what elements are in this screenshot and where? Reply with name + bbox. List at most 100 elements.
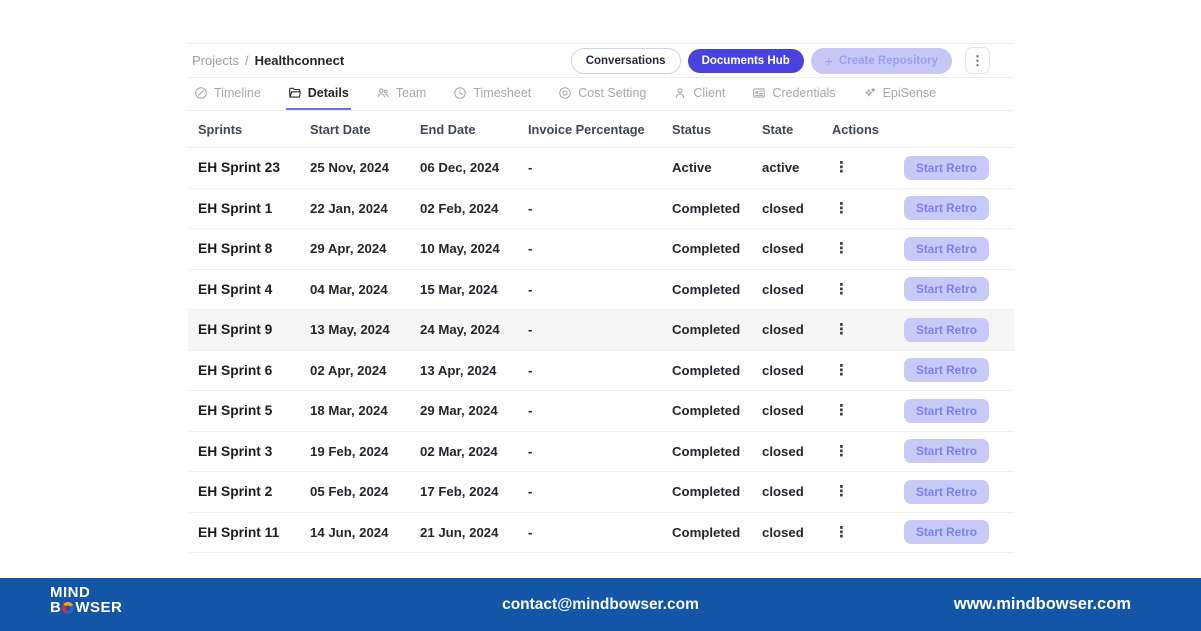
end-date: 17 Feb, 2024 [420,484,499,500]
end-date: 29 Mar, 2024 [420,403,498,419]
status: Completed [672,322,741,338]
coin-icon [559,87,572,99]
row-menu-button[interactable]: ⋮ [832,482,855,501]
sprint-name: EH Sprint 1 [198,200,273,216]
col-header-invoice-percentage: Invoice Percentage [528,121,645,137]
tab-timesheet[interactable]: Timesheet [451,78,533,110]
contact-email: contact@mindbowser.com [502,595,699,613]
project-content: Projects / Healthconnect Conversations D… [188,43,1014,553]
start-retro-button[interactable]: Start Retro [904,358,989,383]
tab-credentials[interactable]: Credentials [750,78,837,110]
more-options-button[interactable]: ⋮ [965,47,990,74]
create-repository-button[interactable]: + Create Repository [810,47,952,74]
row-menu-button[interactable]: ⋮ [832,158,855,177]
sprint-name: EH Sprint 5 [198,403,273,419]
sprint-name: EH Sprint 9 [198,322,273,338]
kebab-icon: ⋮ [971,53,984,68]
state: closed [762,281,804,297]
start-retro-button[interactable]: Start Retro [904,317,989,342]
tab-timeline[interactable]: Timeline [192,78,263,110]
table-row[interactable]: EH Sprint 8 29 Apr, 2024 10 May, 2024 - … [188,229,1014,270]
create-repository-label: Create Repository [838,54,938,67]
table-row[interactable]: EH Sprint 11 14 Jun, 2024 21 Jun, 2024 -… [188,513,1014,553]
logo-line2: B WSER [50,599,123,617]
state: closed [762,443,804,459]
row-menu-button[interactable]: ⋮ [832,361,855,380]
tab-label: Credentials [772,86,836,100]
table-row[interactable]: EH Sprint 9 13 May, 2024 24 May, 2024 - … [188,310,1014,351]
start-retro-button[interactable]: Start Retro [904,155,989,180]
sprint-name: EH Sprint 3 [198,443,273,459]
row-menu-button[interactable]: ⋮ [832,239,855,258]
timeline-icon [195,87,207,99]
tab-team[interactable]: Team [374,78,429,110]
table-row[interactable]: EH Sprint 5 18 Mar, 2024 29 Mar, 2024 - … [188,391,1014,432]
end-date: 10 May, 2024 [420,241,500,257]
footer: MIND B WSER contact@mindbowser.com www.mi… [0,578,1201,631]
invoice-percentage: - [528,200,533,216]
start-date: 22 Jan, 2024 [310,200,388,216]
row-menu-button[interactable]: ⋮ [832,442,855,461]
start-retro-button[interactable]: Start Retro [904,439,989,464]
col-header-start-date: Start Date [310,121,371,137]
start-retro-button[interactable]: Start Retro [904,236,989,261]
start-retro-button[interactable]: Start Retro [904,479,989,504]
table-row[interactable]: EH Sprint 2 05 Feb, 2024 17 Feb, 2024 - … [188,472,1014,513]
tab-bar: Timeline Details Team Timesheet Cost Set… [188,78,1014,111]
tab-details[interactable]: Details [285,78,351,110]
status: Completed [672,281,741,297]
state: closed [762,484,804,500]
tab-label: EpiSense [882,86,937,100]
state: closed [762,200,804,216]
table-row[interactable]: EH Sprint 23 25 Nov, 2024 06 Dec, 2024 -… [188,148,1014,189]
logo-circle-icon [62,601,75,614]
row-menu-button[interactable]: ⋮ [832,523,855,542]
tab-label: Details [307,86,349,100]
start-retro-button[interactable]: Start Retro [904,398,989,423]
start-retro-button[interactable]: Start Retro [904,196,989,221]
status: Completed [672,484,741,500]
table-body: EH Sprint 23 25 Nov, 2024 06 Dec, 2024 -… [188,148,1014,553]
tab-episense[interactable]: EpiSense [861,78,939,110]
tab-cost-setting[interactable]: Cost Setting [556,78,648,110]
start-retro-button[interactable]: Start Retro [904,520,989,545]
person-icon [676,88,685,99]
row-menu-button[interactable]: ⋮ [832,199,855,218]
row-menu-button[interactable]: ⋮ [832,320,855,339]
tab-label: Cost Setting [578,86,647,100]
end-date: 02 Mar, 2024 [420,443,498,459]
conversations-button[interactable]: Conversations [570,47,681,74]
breadcrumb-projects[interactable]: Projects [192,53,239,68]
row-menu-button[interactable]: ⋮ [832,280,855,299]
invoice-percentage: - [528,160,533,176]
tab-label: Timesheet [473,86,532,100]
start-retro-button[interactable]: Start Retro [904,277,989,302]
table-row[interactable]: EH Sprint 4 04 Mar, 2024 15 Mar, 2024 - … [188,270,1014,310]
start-date: 05 Feb, 2024 [310,484,389,500]
documents-hub-button[interactable]: Documents Hub [687,48,804,73]
start-date: 29 Apr, 2024 [310,241,387,257]
start-date: 25 Nov, 2024 [310,160,389,176]
table-row[interactable]: EH Sprint 1 22 Jan, 2024 02 Feb, 2024 - … [188,189,1014,229]
logo-line1: MIND [50,584,91,601]
tab-label: Team [395,86,427,100]
table-row[interactable]: EH Sprint 3 19 Feb, 2024 02 Mar, 2024 - … [188,432,1014,472]
end-date: 02 Feb, 2024 [420,200,499,216]
col-header-end-date: End Date [420,121,476,137]
table-row[interactable]: EH Sprint 6 02 Apr, 2024 13 Apr, 2024 - … [188,351,1014,391]
sprint-name: EH Sprint 6 [198,362,273,378]
status: Completed [672,200,741,216]
tab-client[interactable]: Client [671,78,727,110]
header-actions: Conversations Documents Hub + Create Repo… [570,47,990,74]
id-card-icon [753,88,766,98]
sprint-name: EH Sprint 8 [198,241,273,257]
end-date: 06 Dec, 2024 [420,160,500,176]
sparkles-icon [864,87,875,97]
row-menu-button[interactable]: ⋮ [832,401,855,420]
start-date: 13 May, 2024 [310,322,390,338]
invoice-percentage: - [528,443,533,459]
status: Completed [672,403,741,419]
status: Completed [672,524,741,540]
status: Active [672,160,712,176]
